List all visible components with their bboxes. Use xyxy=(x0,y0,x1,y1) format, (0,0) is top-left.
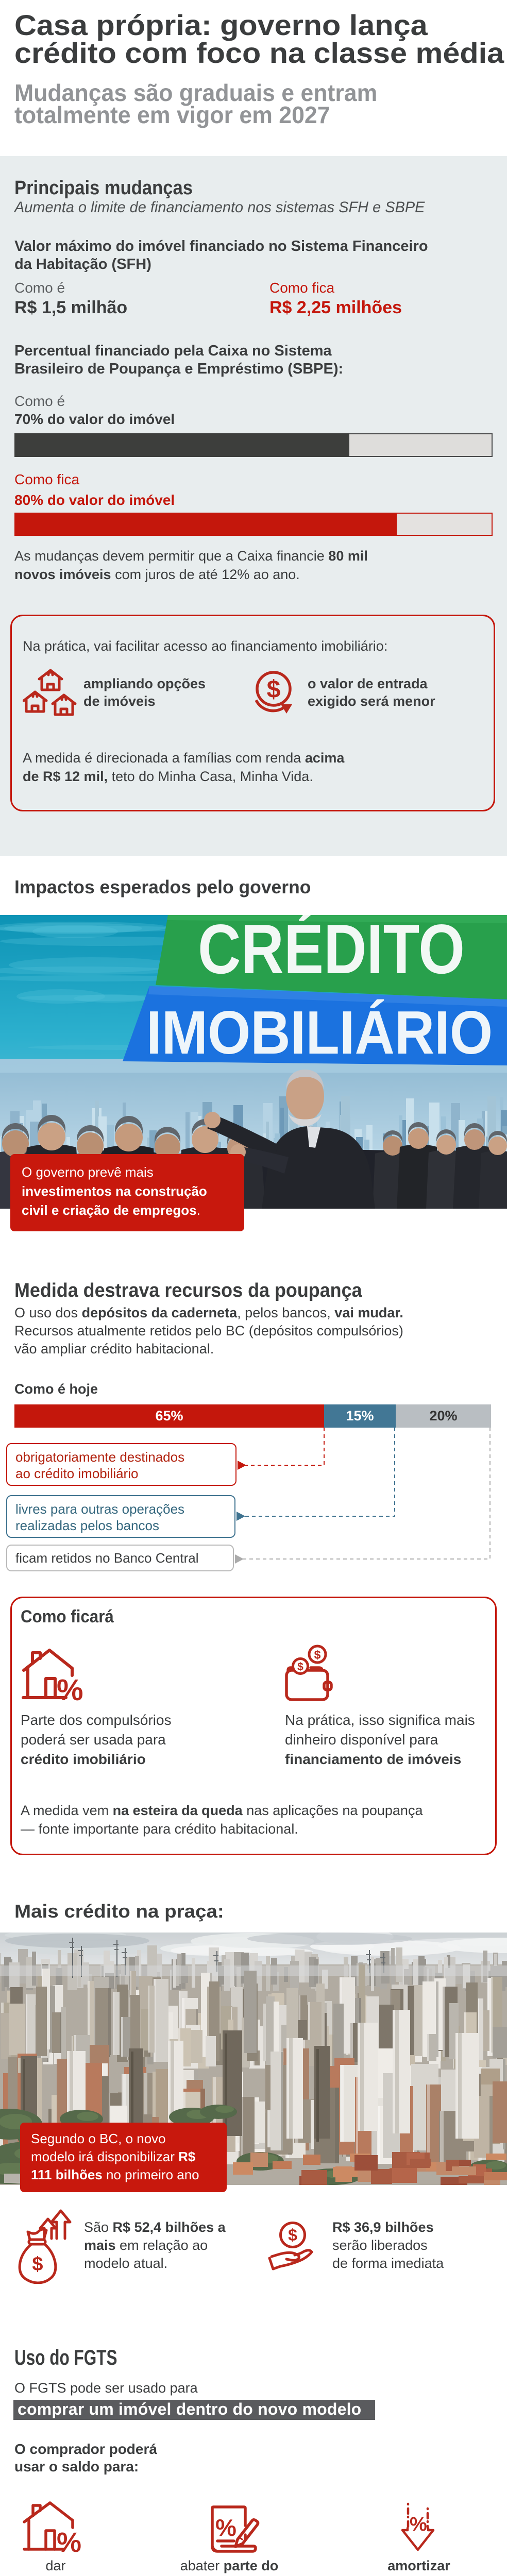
svg-text:CRÉDITO: CRÉDITO xyxy=(198,915,465,988)
svg-text:%: % xyxy=(410,2514,427,2535)
svg-text:$: $ xyxy=(297,1661,303,1673)
svg-text:%: % xyxy=(215,2514,236,2541)
svg-text:IMOBILIÁRIO: IMOBILIÁRIO xyxy=(146,998,493,1066)
svg-text:$: $ xyxy=(267,676,281,703)
svg-text:$: $ xyxy=(32,2253,43,2275)
svg-text:%: % xyxy=(57,2527,81,2553)
svg-text:$: $ xyxy=(288,2226,297,2244)
svg-text:$: $ xyxy=(314,1648,321,1662)
svg-text:%: % xyxy=(57,1673,83,1702)
